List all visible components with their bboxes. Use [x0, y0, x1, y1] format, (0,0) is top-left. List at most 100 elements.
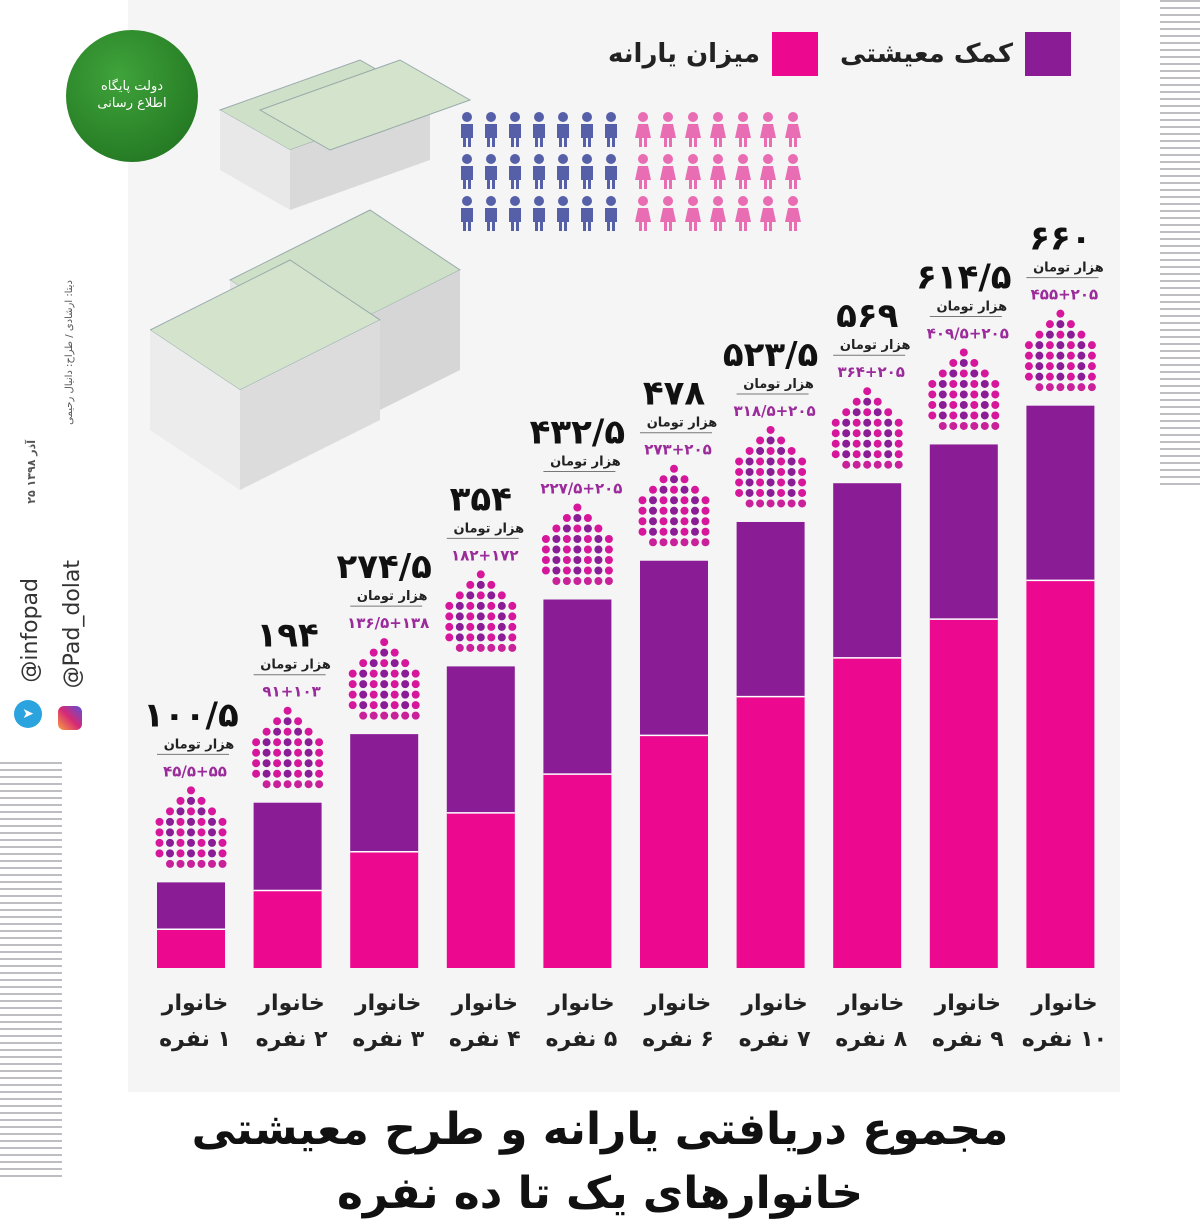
arrow-dot [1035, 372, 1044, 381]
arrow-dot [369, 711, 378, 720]
arrow-dot [187, 796, 195, 805]
arrow-dot [455, 622, 464, 631]
arrow-dot [497, 612, 506, 621]
arrow-dot [562, 556, 571, 565]
arrow-dot [949, 379, 958, 388]
arrow-dot [884, 429, 893, 438]
arrow-dot [1045, 330, 1054, 339]
arrow-dot [670, 485, 678, 494]
unit-label: هزار تومان [260, 658, 331, 673]
arrow-dot [369, 659, 378, 668]
arrow-dot [1066, 372, 1075, 381]
arrow-dot [831, 450, 840, 459]
arrow-dot [649, 517, 657, 526]
arrow-dot [1045, 320, 1054, 329]
arrow-dot [680, 496, 689, 505]
arrow-dot [380, 669, 389, 678]
man-icon [509, 196, 521, 231]
arrow-dot [649, 538, 657, 547]
arrow-dot [970, 421, 979, 430]
arrow-dot [294, 717, 303, 726]
category-label: خانوار [354, 991, 421, 1016]
arrow-dot [842, 460, 851, 469]
arrow-dot [649, 485, 657, 494]
arrow-dot [852, 429, 861, 438]
arrow-dot [766, 436, 775, 445]
bar-subsidy [157, 929, 225, 968]
arrow-dot [315, 780, 324, 789]
arrow-dot [1087, 362, 1096, 371]
bar-subsidy [253, 890, 322, 968]
arrow-dot [218, 838, 227, 847]
breakdown-label: ۴۵/۵+۵۵ [163, 762, 227, 780]
arrow-dot [594, 566, 603, 575]
arrow-dot [197, 817, 206, 826]
arrow-dot [487, 591, 496, 600]
unit-label: هزار تومان [357, 589, 428, 604]
bar-livelihood [1026, 405, 1095, 581]
decorative-stripes-left [0, 762, 62, 1182]
man-icon [581, 196, 593, 231]
arrow-dot [659, 485, 668, 494]
arrow-dot [411, 711, 420, 720]
arrow-dot [583, 514, 592, 523]
arrow-dot [466, 591, 475, 600]
arrow-dot [445, 633, 454, 642]
category-label: ۱۰ نفره [1022, 1027, 1107, 1052]
arrow-dot [197, 859, 206, 868]
arrow-dot [176, 828, 185, 837]
arrow-dot [798, 457, 807, 466]
category-label: ۷ نفره [739, 1027, 811, 1052]
arrow-dot [166, 849, 174, 858]
bar-livelihood [736, 521, 805, 697]
bar-livelihood [929, 444, 998, 620]
arrow-dot [262, 727, 271, 736]
arrow-dot [359, 711, 368, 720]
legend-label-livelihood: کمک معیشتی [840, 39, 1013, 69]
arrow-dot [1056, 362, 1065, 371]
arrow-dot [1035, 383, 1044, 392]
arrow-dot [487, 643, 496, 652]
woman-icon [660, 112, 676, 147]
woman-icon [685, 196, 701, 231]
arrow-dot [445, 612, 454, 621]
arrow-dot [1056, 372, 1065, 381]
unit-label: هزار تومان [453, 521, 524, 536]
arrow-dot [873, 397, 882, 406]
instagram-icon[interactable] [58, 706, 82, 730]
telegram-icon[interactable]: ➤ [14, 700, 42, 728]
bar-subsidy [833, 657, 902, 968]
arrow-dot [187, 849, 195, 858]
arrow-dot [187, 859, 195, 868]
woman-icon [710, 196, 726, 231]
man-icon [557, 112, 569, 147]
category-label: خانوار [451, 991, 518, 1016]
woman-icon [635, 154, 651, 189]
chart-subtitle: خانوارهای یک تا ده نفره [336, 1168, 864, 1219]
arrow-dot [208, 838, 216, 847]
arrow-dot [594, 524, 603, 533]
arrow-dot [562, 545, 571, 554]
man-icon [485, 154, 497, 189]
arrow-dot [508, 622, 517, 631]
category-label: خانوار [161, 991, 228, 1016]
arrow-dot [980, 421, 989, 430]
arrow-dot [283, 717, 292, 726]
arrow-dot [863, 397, 872, 406]
arrow-dot [701, 517, 710, 526]
total-value-label: ۶۶۰ [1029, 219, 1091, 259]
arrow-dot [691, 517, 699, 526]
arrow-dot [197, 796, 206, 805]
arrow-dot [208, 859, 216, 868]
arrow-dot [573, 503, 582, 512]
arrow-dot [562, 514, 571, 523]
arrow-dot [1024, 341, 1033, 350]
man-icon [605, 196, 617, 231]
arrow-dot [1035, 341, 1044, 350]
arrow-dot [583, 556, 592, 565]
arrow-dot [680, 475, 689, 484]
man-icon [533, 154, 545, 189]
arrow-dot [745, 467, 754, 476]
logo-text: دولت پایگاه اطلاع رسانی [97, 79, 167, 111]
arrow-dot [497, 622, 506, 631]
